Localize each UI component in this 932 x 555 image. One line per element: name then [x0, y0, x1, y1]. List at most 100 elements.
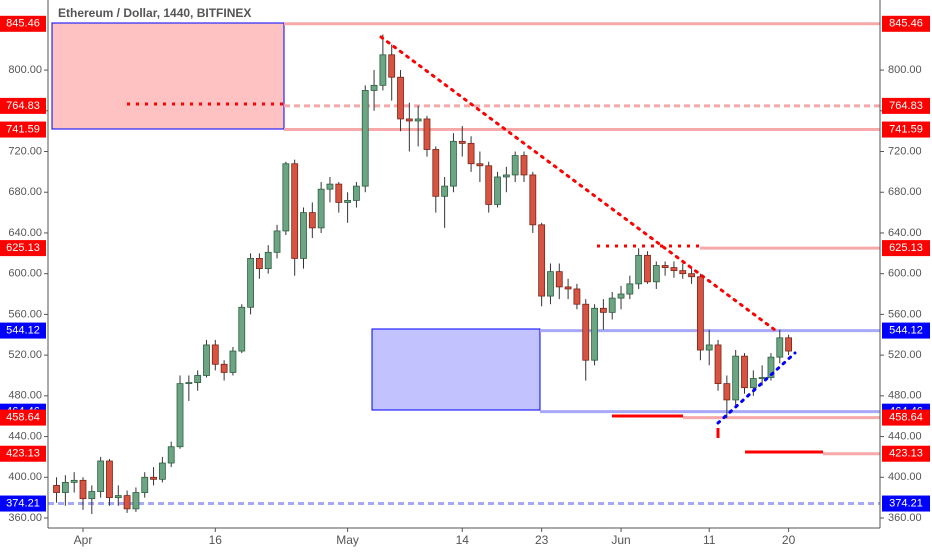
level-tag	[882, 97, 930, 114]
candle-body	[53, 485, 60, 493]
candle-body	[714, 344, 722, 385]
candle-body	[679, 270, 687, 275]
candle-body	[547, 271, 554, 297]
candle-body	[467, 142, 475, 165]
level-tag	[0, 121, 46, 138]
y-tick-label: 560.00	[888, 308, 922, 320]
candle-body	[582, 303, 590, 361]
trend-line	[379, 35, 777, 332]
candle-body	[644, 254, 651, 283]
candle-body	[176, 383, 184, 448]
candle-body	[150, 476, 157, 480]
y-tick-label: 480.00	[888, 390, 922, 402]
candle-body	[273, 230, 281, 253]
candle-body	[626, 283, 634, 295]
candle-body	[661, 265, 669, 268]
level-tag	[0, 240, 46, 257]
level-tag	[882, 121, 930, 138]
y-tick-label: 480.00	[8, 390, 42, 402]
candle-body	[247, 258, 254, 308]
y-tick-label: 440.00	[8, 430, 42, 442]
candle-body	[432, 149, 440, 197]
candle-body	[88, 491, 96, 500]
candle-body	[335, 183, 343, 203]
y-tick-label: 360.00	[888, 512, 922, 524]
candle-body	[141, 476, 149, 493]
level-lines	[48, 22, 880, 506]
y-tick-label: 680.00	[888, 186, 922, 198]
candle-body	[635, 254, 643, 285]
level-label: 544.12	[889, 324, 923, 336]
y-tick-label: 400.00	[8, 471, 42, 483]
candle-body	[423, 118, 431, 150]
candle-body	[326, 183, 334, 190]
candle-body	[767, 356, 775, 378]
level-tag	[0, 495, 46, 512]
candle-body	[652, 265, 660, 283]
candle-body	[705, 344, 713, 351]
x-tick-label: 14	[456, 533, 470, 547]
y-tick-label: 520.00	[8, 349, 42, 361]
trend-line	[716, 351, 797, 425]
level-tag	[0, 15, 46, 32]
level-label: 544.12	[6, 324, 40, 336]
candle-body	[564, 286, 572, 290]
candle-body	[282, 163, 290, 232]
candle-body	[317, 188, 325, 229]
candle-body	[361, 90, 369, 187]
candle-body	[185, 382, 193, 385]
candle-body	[785, 337, 792, 352]
candle-body	[617, 293, 625, 299]
candle-body	[308, 212, 316, 229]
y-tick-label: 720.00	[888, 145, 922, 157]
level-tag	[0, 322, 46, 339]
y-tick-label: 800.00	[888, 64, 922, 76]
y-tick-label: 800.00	[8, 64, 42, 76]
x-tick-label: 11	[703, 533, 716, 547]
demand-zone	[371, 328, 541, 411]
candle-body	[388, 54, 396, 78]
candle-body	[670, 267, 678, 272]
candle-body	[158, 462, 166, 480]
level-label: 625.13	[6, 242, 40, 254]
candle-body	[353, 185, 360, 201]
drawings	[127, 35, 823, 454]
candle-body	[476, 163, 484, 167]
level-label: 764.83	[6, 100, 40, 112]
level-label: 845.46	[6, 18, 40, 30]
candle-body	[502, 174, 510, 178]
chart-title: Ethereum / Dollar, 1440, BITFINEX	[58, 6, 251, 20]
candle-body	[741, 355, 748, 389]
candle-body	[344, 199, 352, 203]
candle-body	[211, 344, 219, 365]
level-label: 764.83	[889, 100, 923, 112]
candle-body	[97, 460, 105, 492]
level-label: 741.59	[6, 123, 40, 135]
candle-body	[203, 344, 210, 376]
level-tag	[882, 15, 930, 32]
candle-body	[70, 479, 78, 483]
candle-body	[529, 174, 537, 226]
level-label: 741.59	[889, 123, 923, 135]
candle-body	[114, 495, 122, 499]
candle-body	[370, 84, 378, 91]
candle-body	[591, 307, 598, 361]
candle-body	[238, 306, 246, 352]
candle-body	[414, 118, 422, 122]
candle-body	[441, 185, 449, 197]
y-tick-label: 720.00	[8, 145, 42, 157]
supply-zone	[51, 22, 285, 130]
x-tick-label: 16	[209, 533, 223, 547]
level-label: 374.21	[889, 497, 923, 509]
candle-body	[555, 271, 563, 288]
candle-body	[61, 481, 69, 493]
candle-body	[379, 54, 387, 86]
candle-body	[291, 163, 299, 259]
candle-body	[167, 446, 175, 464]
candle-body	[599, 307, 607, 313]
x-tick-label: 23	[535, 533, 549, 547]
candle-body	[732, 355, 740, 401]
level-label: 374.21	[6, 497, 40, 509]
x-tick-label: Jun	[611, 533, 630, 547]
